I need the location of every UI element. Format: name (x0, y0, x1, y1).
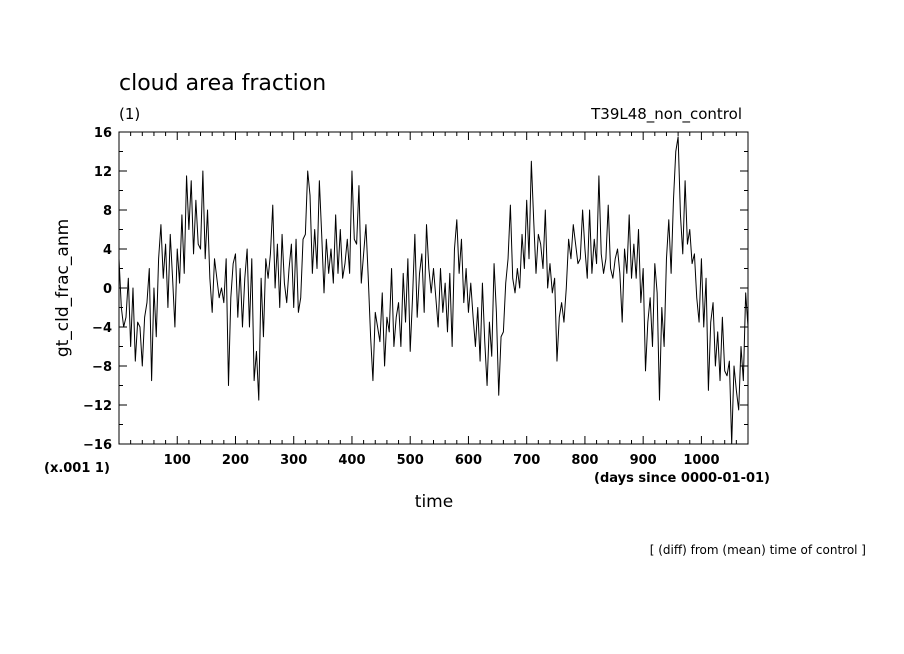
x-tick-label: 1000 (683, 453, 719, 468)
experiment-label: T39L48_non_control (590, 105, 742, 124)
x-tick-label: 200 (222, 453, 249, 468)
chart-units: (1) (119, 105, 140, 123)
x-tick-label: 600 (455, 453, 482, 468)
y-tick-label: 0 (103, 282, 112, 297)
y-tick-label: −16 (83, 438, 112, 453)
y-tick-label: 8 (103, 204, 112, 219)
y-axis-label: gt_cld_frac_anm (53, 219, 73, 357)
ticks-layer: 100 200 300 400 500 600 700 800 900 1000 16 12 8 4 0 −4… (83, 126, 748, 468)
x-units-label: (days since 0000-01-01) (594, 471, 770, 486)
x-axis-label: time (415, 492, 453, 512)
x-tick-label: 400 (338, 453, 365, 468)
x-tick-label: 100 (164, 453, 191, 468)
y-scale-note: (x.001 1) (44, 461, 110, 476)
x-tick-label: 300 (280, 453, 307, 468)
y-tick-label: −12 (83, 399, 112, 414)
y-tick-label: 16 (94, 126, 112, 141)
y-tick-label: −4 (92, 321, 112, 336)
series-line (118, 136, 749, 445)
x-tick-label: 700 (513, 453, 540, 468)
y-tick-label: 4 (103, 243, 112, 258)
y-tick-label: −8 (92, 360, 112, 375)
x-tick-label: 500 (397, 453, 424, 468)
y-tick-label: 12 (94, 165, 112, 180)
x-tick-label: 800 (571, 453, 598, 468)
chart-title: cloud area fraction (119, 71, 326, 96)
footnote: [ (diff) from (mean) time of control ] (650, 543, 866, 557)
x-tick-label: 900 (630, 453, 657, 468)
